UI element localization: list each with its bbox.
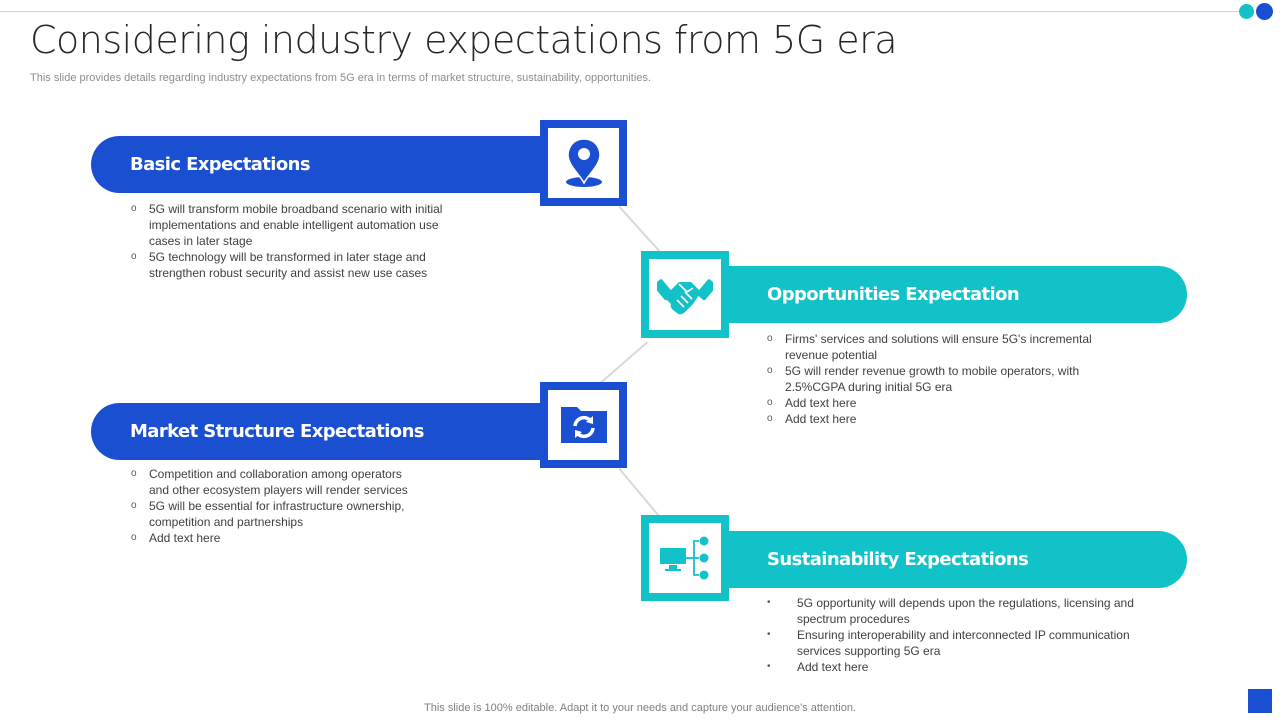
bullet-item: Competition and collaboration among oper… (131, 466, 411, 498)
bullet-item: Firms' services and solutions will ensur… (767, 331, 1132, 363)
section-header-pill: Market Structure Expectations (91, 403, 546, 460)
decorative-dot-teal (1239, 4, 1254, 19)
bullet-item: 5G opportunity will depends upon the reg… (767, 595, 1152, 627)
computer-network-icon (660, 536, 709, 580)
section-header-pill: Sustainability Expectations (641, 531, 1187, 588)
connector-line-3 (618, 468, 664, 522)
connector-line-2 (600, 341, 648, 384)
slide-footer-note: This slide is 100% editable. Adapt it to… (424, 702, 856, 714)
section-heading: Opportunities Expectation (767, 284, 1020, 305)
icon-box (641, 515, 729, 601)
bullet-list: 5G opportunity will depends upon the reg… (767, 595, 1152, 675)
bullet-item: Add text here (131, 530, 411, 546)
bullet-item: Add text here (767, 395, 1132, 411)
bullet-item: Add text here (767, 659, 1152, 675)
bullet-list: Firms' services and solutions will ensur… (767, 331, 1132, 427)
icon-box (540, 120, 627, 206)
bullet-list: Competition and collaboration among oper… (131, 466, 411, 546)
section-heading: Market Structure Expectations (130, 421, 425, 442)
folder-sync-icon (560, 407, 607, 443)
section-header-pill: Basic Expectations (91, 136, 546, 193)
bullet-item: Ensuring interoperability and interconne… (767, 627, 1152, 659)
header-divider-line (0, 11, 1240, 12)
icon-box (641, 251, 729, 338)
map-pin-icon (565, 138, 602, 187)
section-heading: Basic Expectations (130, 154, 311, 175)
slide-title: Considering industry expectations from 5… (30, 18, 898, 62)
section-header-pill: Opportunities Expectation (641, 266, 1187, 323)
handshake-icon (657, 278, 713, 314)
section-heading: Sustainability Expectations (767, 549, 1029, 570)
bullet-item: Add text here (767, 411, 1132, 427)
icon-box (540, 382, 627, 468)
bullet-item: 5G will be essential for infrastructure … (131, 498, 411, 530)
decorative-dot-blue (1256, 3, 1273, 20)
bullet-item: 5G will render revenue growth to mobile … (767, 363, 1132, 395)
slide-subtitle: This slide provides details regarding in… (30, 72, 651, 84)
decorative-corner-square (1248, 689, 1272, 713)
bullet-item: 5G technology will be transformed in lat… (131, 249, 466, 281)
bullet-item: 5G will transform mobile broadband scena… (131, 201, 466, 249)
bullet-list: 5G will transform mobile broadband scena… (131, 201, 466, 281)
